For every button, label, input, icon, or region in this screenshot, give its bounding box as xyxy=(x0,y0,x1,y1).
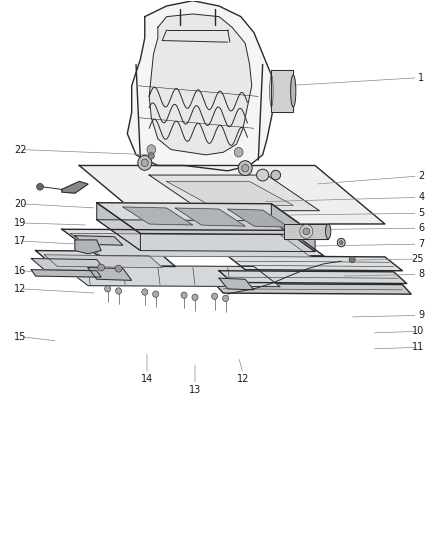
Text: 2: 2 xyxy=(418,171,424,181)
Text: 12: 12 xyxy=(237,374,249,384)
Ellipse shape xyxy=(290,75,296,107)
Polygon shape xyxy=(44,255,162,268)
Text: 22: 22 xyxy=(14,144,26,155)
Polygon shape xyxy=(272,204,315,252)
Polygon shape xyxy=(228,256,403,271)
Polygon shape xyxy=(79,165,385,224)
Ellipse shape xyxy=(238,161,252,175)
Text: 16: 16 xyxy=(14,266,26,276)
Ellipse shape xyxy=(115,265,122,272)
Text: 11: 11 xyxy=(412,342,424,352)
Text: 6: 6 xyxy=(418,223,424,233)
Text: 14: 14 xyxy=(141,374,153,384)
Ellipse shape xyxy=(325,224,331,239)
Polygon shape xyxy=(97,203,141,251)
Text: 25: 25 xyxy=(412,254,424,264)
Text: 13: 13 xyxy=(189,384,201,394)
Polygon shape xyxy=(215,284,411,294)
Ellipse shape xyxy=(337,238,345,247)
Ellipse shape xyxy=(141,159,148,166)
Ellipse shape xyxy=(271,170,281,180)
Text: 19: 19 xyxy=(14,218,26,228)
Ellipse shape xyxy=(98,264,105,271)
Polygon shape xyxy=(88,268,132,280)
Text: 10: 10 xyxy=(412,326,424,336)
Ellipse shape xyxy=(212,293,218,300)
Polygon shape xyxy=(149,175,319,211)
Polygon shape xyxy=(71,233,311,257)
Ellipse shape xyxy=(234,148,243,157)
Text: 1: 1 xyxy=(418,73,424,83)
Text: 9: 9 xyxy=(418,310,424,320)
Polygon shape xyxy=(97,220,315,252)
Text: 20: 20 xyxy=(14,199,26,209)
Polygon shape xyxy=(62,229,324,256)
Polygon shape xyxy=(62,181,88,193)
Text: 7: 7 xyxy=(418,239,424,249)
Ellipse shape xyxy=(148,153,154,159)
Ellipse shape xyxy=(242,165,249,172)
Ellipse shape xyxy=(303,228,310,235)
Polygon shape xyxy=(272,70,293,112)
Polygon shape xyxy=(228,209,289,227)
Ellipse shape xyxy=(142,289,148,295)
Polygon shape xyxy=(285,224,328,239)
Polygon shape xyxy=(31,270,101,277)
Polygon shape xyxy=(97,203,315,235)
Text: 8: 8 xyxy=(418,270,424,279)
Text: 15: 15 xyxy=(14,332,26,342)
Polygon shape xyxy=(62,265,280,287)
Polygon shape xyxy=(75,236,123,245)
Polygon shape xyxy=(175,208,245,226)
Ellipse shape xyxy=(181,292,187,298)
Ellipse shape xyxy=(339,241,343,245)
Ellipse shape xyxy=(270,75,273,107)
Polygon shape xyxy=(166,181,293,205)
Polygon shape xyxy=(123,207,193,225)
Ellipse shape xyxy=(152,291,159,297)
Polygon shape xyxy=(35,251,175,266)
Polygon shape xyxy=(31,259,106,271)
Text: 12: 12 xyxy=(14,284,26,294)
Ellipse shape xyxy=(147,145,155,155)
Text: 17: 17 xyxy=(14,236,26,246)
Ellipse shape xyxy=(349,256,355,263)
Ellipse shape xyxy=(36,183,43,190)
Ellipse shape xyxy=(105,286,111,292)
Polygon shape xyxy=(127,1,276,171)
Ellipse shape xyxy=(192,294,198,301)
Polygon shape xyxy=(219,278,254,290)
Ellipse shape xyxy=(116,288,122,294)
Text: 4: 4 xyxy=(418,192,424,203)
Polygon shape xyxy=(219,271,407,284)
Ellipse shape xyxy=(257,169,269,181)
Text: 5: 5 xyxy=(418,208,424,219)
Polygon shape xyxy=(149,14,252,155)
Polygon shape xyxy=(75,240,101,254)
Ellipse shape xyxy=(223,295,229,302)
Ellipse shape xyxy=(300,224,313,238)
Ellipse shape xyxy=(138,156,152,170)
